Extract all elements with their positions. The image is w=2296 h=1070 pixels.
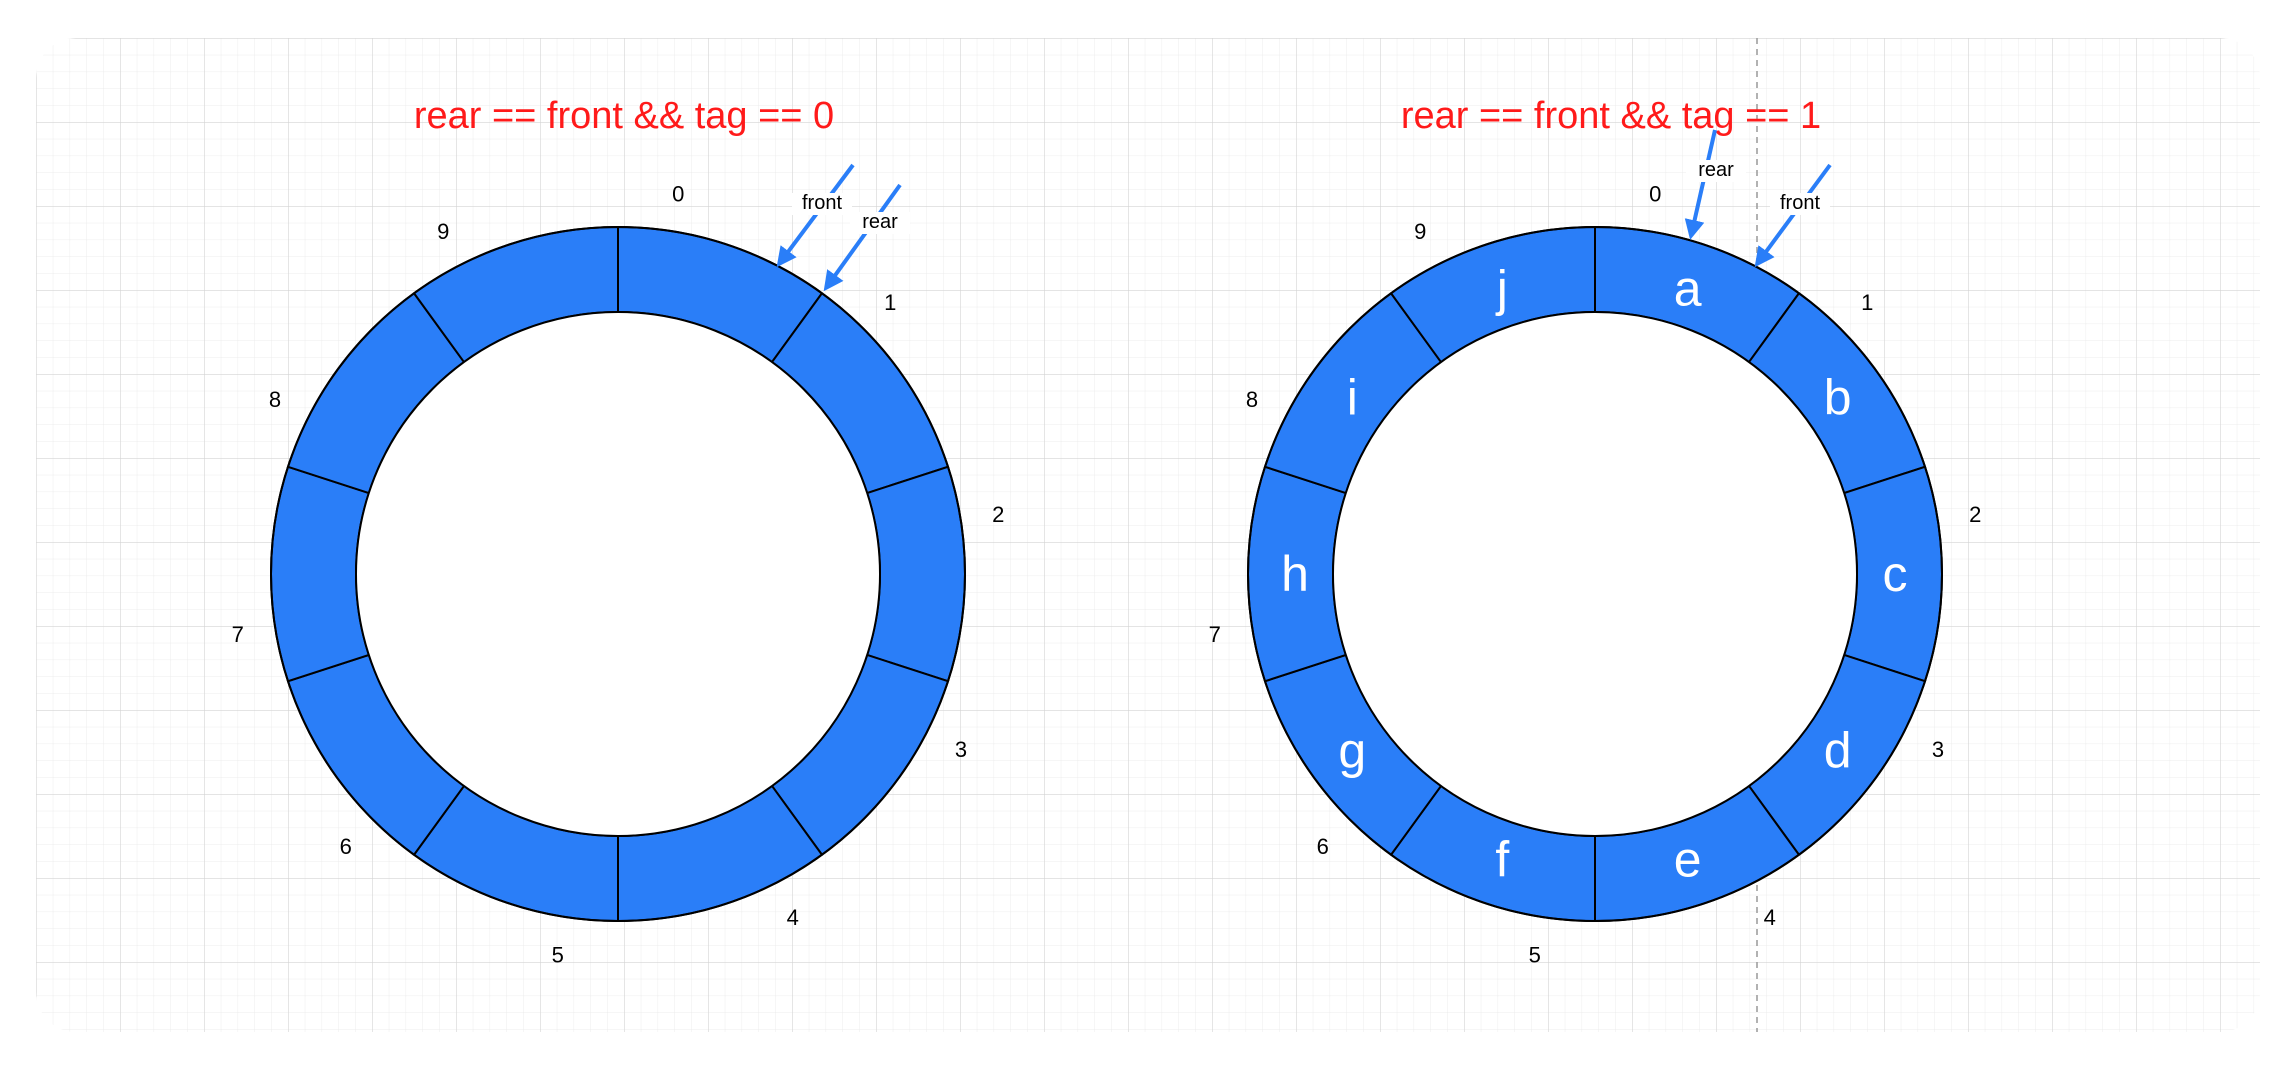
slot-index-label: 7	[232, 622, 244, 647]
slot-index-label: 4	[787, 905, 799, 930]
slot-index-label: 0	[1649, 182, 1661, 207]
queue-diagram-2: rear == front && tag == 1 0 a 1 b 2 c 3 d 4 e 5 f 6 g 7…	[1209, 95, 1982, 967]
slot-index-label: 6	[1317, 834, 1329, 859]
slot-index-label: 3	[1932, 737, 1944, 762]
ring-outer-border	[270, 226, 966, 922]
slot-index-label: 1	[1861, 290, 1873, 315]
front-pointer-label: front	[802, 192, 842, 214]
slot-element-value: g	[1338, 722, 1366, 778]
slot-element-value: h	[1281, 546, 1309, 602]
slot-element-value: a	[1674, 261, 1702, 317]
ring-inner-hole	[1332, 311, 1858, 837]
slot-index-label: 0	[672, 182, 684, 207]
slot-index-label: 2	[1969, 502, 1981, 527]
slot-index-label: 6	[340, 834, 352, 859]
rear-pointer-arrow	[1684, 129, 1717, 240]
rear-pointer-arrow	[823, 183, 902, 292]
slot-index-label: 4	[1764, 905, 1776, 930]
pointer-label-background	[792, 193, 852, 215]
slot-element-value: j	[1495, 261, 1508, 317]
rear-pointer-label: rear	[1698, 159, 1734, 181]
pointer-label-background	[1770, 193, 1830, 215]
queues-layer: rear == front && tag == 0 0 1 2 3 4 5 6 7 8 9 front…	[232, 95, 1982, 967]
queue-slot-7	[270, 465, 371, 683]
queue-title: rear == front && tag == 1	[1401, 95, 1821, 137]
slot-index-label: 1	[884, 290, 896, 315]
front-pointer-label: front	[1780, 192, 1820, 214]
slot-element-value: b	[1824, 370, 1852, 426]
pointer-label-background	[850, 212, 910, 234]
slot-index-label: 5	[552, 942, 564, 967]
rear-pointer-label: rear	[862, 211, 898, 233]
slot-index-label: 8	[1246, 387, 1258, 412]
slot-element-value: d	[1824, 722, 1852, 778]
slot-element-value: e	[1674, 831, 1702, 887]
slot-element-value: f	[1495, 831, 1509, 887]
slot-index-label: 3	[955, 737, 967, 762]
slot-index-label: 5	[1529, 942, 1541, 967]
queue-title: rear == front && tag == 0	[414, 95, 834, 137]
ring-inner-hole	[355, 311, 881, 837]
slot-index-label: 7	[1209, 622, 1221, 647]
ring-outer-border	[1247, 226, 1943, 922]
slot-index-label: 2	[992, 502, 1004, 527]
queue-slot-2	[865, 465, 966, 683]
pointer-label-background	[1686, 160, 1746, 182]
slot-index-label: 8	[269, 387, 281, 412]
slot-index-label: 9	[437, 219, 449, 244]
queue-diagram-1: rear == front && tag == 0 0 1 2 3 4 5 6 7 8 9 front…	[232, 95, 1005, 967]
slot-index-label: 9	[1414, 219, 1426, 244]
slot-element-value: c	[1883, 546, 1908, 602]
slot-element-value: i	[1347, 370, 1358, 426]
